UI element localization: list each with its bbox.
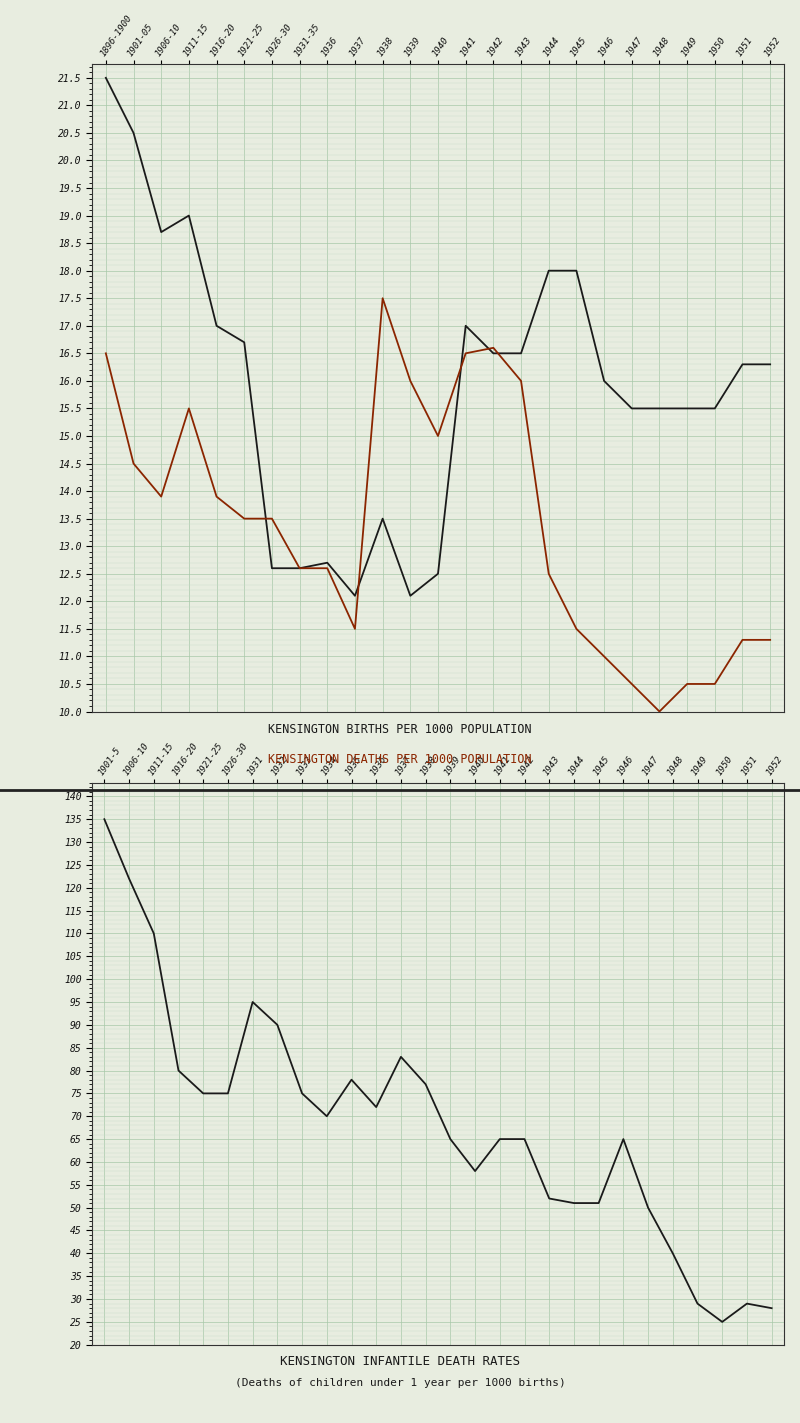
Text: KENSINGTON INFANTILE DEATH RATES: KENSINGTON INFANTILE DEATH RATES: [280, 1355, 520, 1369]
Text: KENSINGTON BIRTHS PER 1000 POPULATION: KENSINGTON BIRTHS PER 1000 POPULATION: [268, 723, 532, 737]
Text: KENSINGTON DEATHS PER 1000 POPULATION: KENSINGTON DEATHS PER 1000 POPULATION: [268, 753, 532, 767]
Text: (Deaths of children under 1 year per 1000 births): (Deaths of children under 1 year per 100…: [234, 1377, 566, 1389]
